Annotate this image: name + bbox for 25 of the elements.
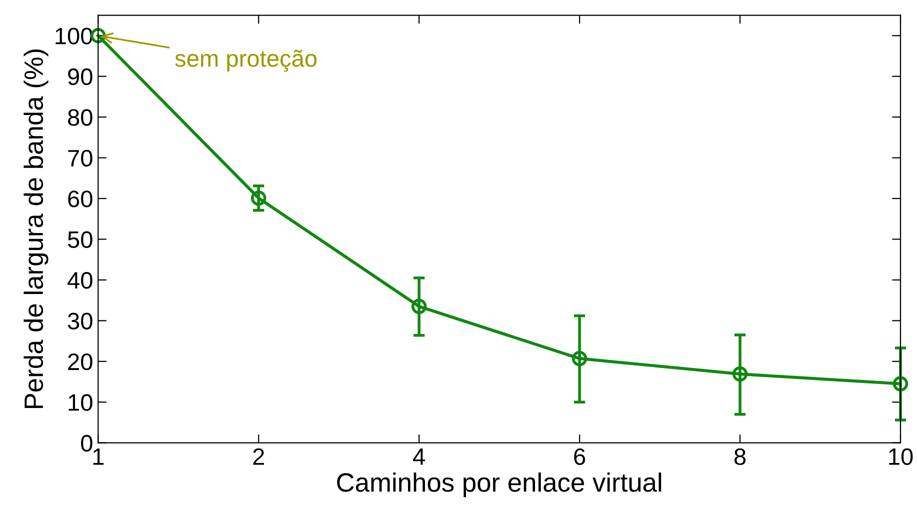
x-tick-label: 10	[889, 448, 913, 466]
point	[411, 298, 427, 314]
y-axis-title: Perda de largura de banda (%)	[24, 50, 48, 408]
point	[892, 376, 908, 392]
point	[732, 366, 748, 382]
y-tick-label: 20	[68, 353, 92, 370]
y-tick-label: 90	[68, 68, 92, 86]
y-tick-label: 80	[68, 109, 92, 126]
y-tick-label: 50	[68, 231, 92, 248]
x-tick-label: 1	[93, 448, 104, 465]
y-tick-label: 40	[68, 272, 92, 289]
x-tick-label: 6	[574, 448, 586, 466]
point	[250, 190, 266, 206]
x-tick-label: 8	[734, 448, 746, 466]
y-tick-label: 70	[68, 150, 92, 167]
y-tick-label: 60	[68, 190, 92, 208]
y-tick-label: 10	[68, 394, 92, 411]
x-tick-label: 2	[253, 448, 264, 465]
x-axis-title: Caminhos por enlace virtual	[337, 472, 662, 498]
point	[572, 350, 588, 366]
x-tick-label: 4	[413, 448, 425, 465]
y-tick-label: 100	[56, 28, 92, 44]
y-tick-label: 30	[68, 312, 92, 330]
y-tick-label: 0	[81, 434, 92, 452]
annotation: sem proteção	[175, 50, 317, 72]
